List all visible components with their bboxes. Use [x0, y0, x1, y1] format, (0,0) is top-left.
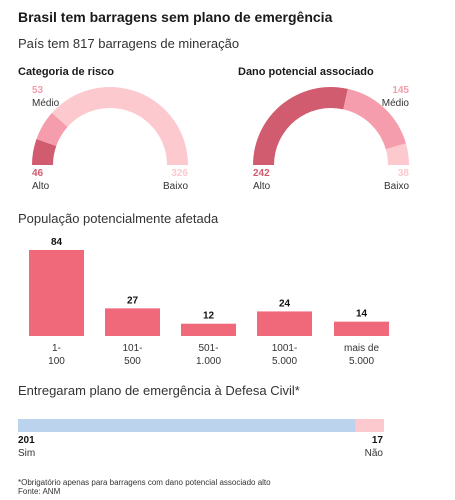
gauge-risk-label-alto: Alto	[32, 181, 50, 192]
bar-label-4-line-1: 1001-	[272, 343, 298, 354]
gauge-damage-slice-médio	[343, 88, 406, 150]
gauge-risk-label-baixo: Baixo	[163, 181, 188, 192]
stacked-bar-title: Entregaram plano de emergência à Defesa …	[18, 383, 300, 398]
bar-chart-title: População potencialmente afetada	[18, 211, 219, 226]
stacked-value-sim: 201	[18, 435, 35, 446]
gauge-title-damage: Dano potencial associado	[238, 66, 374, 78]
bar-value-3: 12	[203, 311, 215, 322]
stacked-value-nao: 17	[372, 435, 384, 446]
stacked-label-sim: Sim	[18, 448, 35, 459]
bar-2	[105, 308, 160, 336]
gauge-risk-value-medio: 53	[32, 85, 44, 96]
stacked-label-nao: Não	[365, 448, 384, 459]
bar-label-5-line-1: mais de	[344, 343, 379, 354]
bar-label-2-line-2: 500	[124, 356, 141, 367]
gauge-risk-value-alto: 46	[32, 168, 44, 179]
bar-value-2: 27	[127, 295, 139, 306]
gauge-risk-label-medio: Médio	[32, 98, 60, 109]
gauge-damage-slice-baixo	[385, 143, 409, 165]
bar-label-3-line-1: 501-	[198, 343, 218, 354]
bar-label-2-line-1: 101-	[122, 343, 142, 354]
bar-1	[29, 250, 84, 336]
footnote: *Obrigatório apenas para barragens com d…	[18, 478, 271, 487]
bar-label-4-line-2: 5.000	[272, 356, 297, 367]
bar-label-3-line-2: 1.000	[196, 356, 221, 367]
source: Fonte: ANM	[18, 487, 61, 496]
chart-subtitle: País tem 817 barragens de mineração	[18, 36, 240, 51]
stacked-bar-nao	[355, 419, 384, 432]
gauge-title-risk: Categoria de risco	[18, 66, 114, 78]
gauge-damage-slice-alto	[253, 87, 348, 165]
gauge-damage-value-alto: 242	[253, 168, 270, 179]
bar-value-4: 24	[279, 298, 291, 309]
bar-label-1-line-1: 1-	[52, 343, 61, 354]
gauge-risk-value-baixo: 326	[171, 168, 188, 179]
gauge-risk-slice-baixo	[51, 87, 189, 165]
gauge-damage-value-medio: 145	[392, 85, 409, 96]
gauge-damage-label-medio: Médio	[382, 98, 410, 109]
gauge-damage-label-baixo: Baixo	[384, 181, 409, 192]
bar-value-5: 14	[356, 309, 368, 320]
stacked-bar-sim	[18, 419, 356, 432]
gauge-damage-value-baixo: 38	[398, 168, 410, 179]
bar-4	[257, 311, 312, 336]
gauge-damage-label-alto: Alto	[253, 181, 271, 192]
gauge-risk-slice-alto	[32, 138, 57, 165]
chart-title: Brasil tem barragens sem plano de emergê…	[18, 9, 333, 25]
bar-3	[181, 323, 236, 336]
bar-label-1-line-2: 100	[48, 356, 65, 367]
bar-5	[334, 321, 389, 336]
bar-value-1: 84	[51, 237, 63, 248]
bar-label-5-line-2: 5.000	[349, 356, 374, 367]
gauge-risk-slice-médio	[36, 112, 68, 146]
